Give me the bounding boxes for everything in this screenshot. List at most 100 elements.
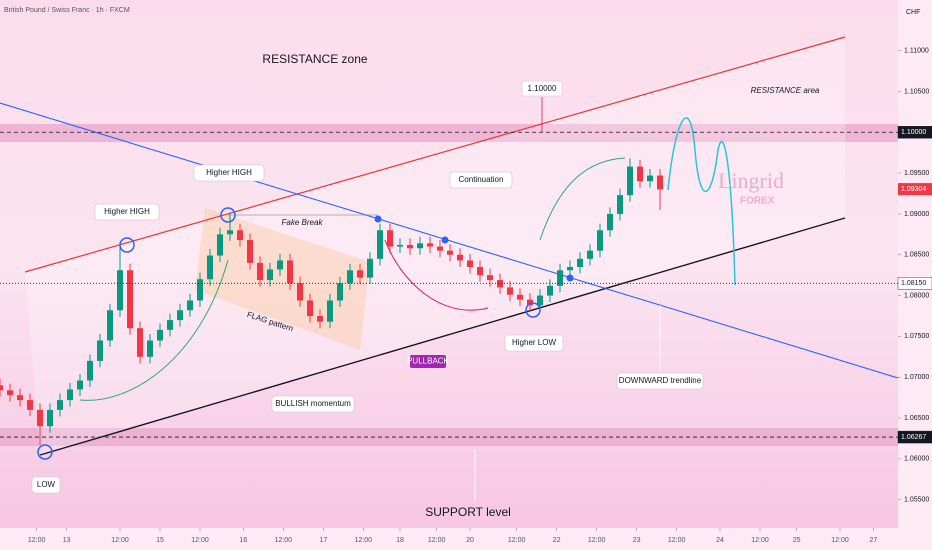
candle-body [57,400,63,410]
candle-body [77,380,83,390]
candle-body [17,395,23,401]
price-tag-label: 1.06267 [901,434,926,441]
price-tag [897,277,932,290]
candle-body [487,275,493,281]
annotation: DOWNWARD trendline [619,376,702,385]
candle-body [47,409,53,427]
candle-body [187,300,193,311]
y-tick-label: 1.09500 [904,170,929,177]
candle-body [417,243,423,249]
candle-body [327,300,333,322]
candle-body [307,300,313,316]
touch-dots [374,215,574,282]
candle-body [277,260,283,270]
candle-body [197,279,203,301]
candle-body [627,166,633,196]
y-tick-label: 1.05500 [904,497,929,504]
x-tick-label: 15 [156,537,164,544]
annotation: Higher LOW [512,338,556,347]
annotation: SUPPORT level [425,505,511,519]
candle-body [7,390,13,396]
candle-body [537,295,543,306]
candle-body [87,360,93,381]
projection-path [667,117,736,286]
resistance-line [24,36,846,273]
candle-body [127,270,133,329]
candle-body [567,266,573,271]
candle-body [397,244,403,247]
annotation: Continuation [459,175,504,184]
candle-body [657,175,663,190]
pullback-arrow [384,239,489,311]
x-tick-label: 24 [716,537,724,544]
label-box [271,395,355,413]
x-tick-label: 12:00 [275,537,293,544]
y-tick-label: 1.08000 [904,292,929,299]
candle-body [177,310,183,321]
y-tick-label: 1.07500 [904,333,929,340]
candle-body [97,340,103,361]
candle-body [527,299,533,306]
x-tick-label: 12:00 [831,537,849,544]
annotation: PULLBACK [407,357,449,366]
x-tick-label: 12:00 [751,537,769,544]
x-tick-label: 12:00 [191,537,209,544]
candle-body [287,260,293,284]
x-tick-label: 27 [869,537,877,544]
candle-body [637,166,643,182]
annotation: BULLISH momentum [275,399,351,408]
candle-body [217,234,223,256]
candle-body [407,244,413,249]
y-tick-label: 1.06000 [904,456,929,463]
x-tick-label: 25 [793,537,801,544]
candle-body [477,266,483,276]
candle-body [237,230,243,241]
last-price-label: 1.09304 [901,186,926,193]
annotation: LOW [37,480,56,489]
candle-body [257,262,263,281]
downward-trendline [0,102,899,379]
candle-body [137,328,143,357]
candle-body [497,280,503,288]
candle-body [517,294,523,300]
annotation: Higher HIGH [104,207,150,216]
label-box [504,334,564,352]
candle-body [227,230,233,235]
candle-body [507,287,513,295]
candle-body [337,283,343,301]
x-tick-label: 22 [553,537,561,544]
y-tick-label: 1.07000 [904,374,929,381]
candle-body [157,329,163,341]
candle-body [147,340,153,357]
y-tick-label: 1.08500 [904,252,929,259]
candle-body [437,246,443,251]
y-tick-label: 1.06500 [904,415,929,422]
candle-body [267,269,273,281]
x-tick-label: 13 [63,537,71,544]
x-tick-label: 12:00 [111,537,129,544]
candle-body [557,270,563,286]
resistance-band [0,124,898,142]
annotation: Higher HIGH [206,168,252,177]
x-tick-label: 12:00 [28,537,46,544]
candle-body [107,310,113,341]
candle-body [167,320,173,330]
candle-body [347,270,353,284]
candle-body [207,255,213,280]
label-box [410,355,446,368]
bullish-arrow [79,259,229,401]
y-tick-label: 1.10500 [904,88,929,95]
candle-body [387,230,393,247]
candle-body [607,213,613,231]
candle-body [577,258,583,267]
label-box [449,171,513,189]
x-tick-label: 12:00 [668,537,686,544]
x-tick-label: 17 [319,537,327,544]
price-tag-label: 1.08150 [901,280,926,287]
candle-body [587,250,593,259]
price-tag-label: 1.10000 [901,129,926,136]
candle-body [427,243,433,247]
annotation: RESISTANCE area [751,86,820,95]
candle-body [597,230,603,251]
candle-body [317,315,323,322]
